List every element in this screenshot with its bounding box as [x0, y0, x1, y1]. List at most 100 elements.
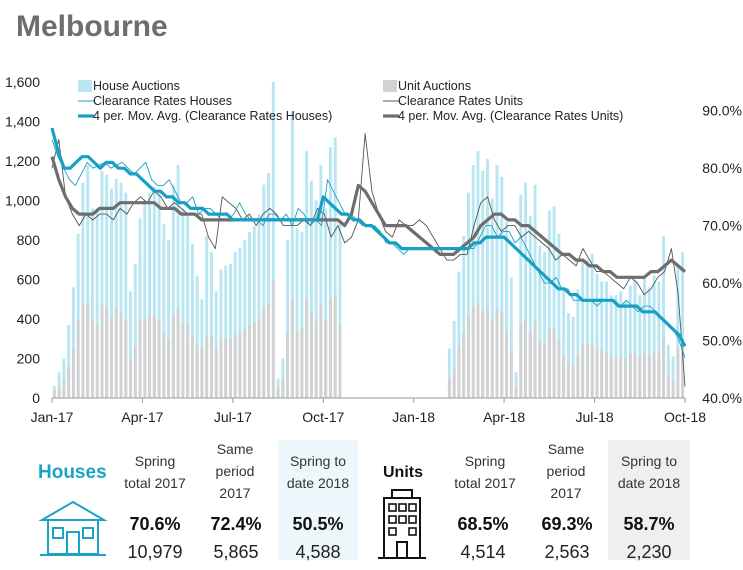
legend-house-auctions-swatch — [78, 80, 92, 92]
house-auction-bar — [676, 263, 680, 398]
units-header-to-date: Spring to date 2018 — [608, 450, 690, 494]
unit-auction-bar — [300, 326, 304, 398]
unit-auction-bar — [600, 350, 604, 398]
header-line: date 2018 — [286, 475, 350, 491]
unit-auction-bar — [505, 330, 508, 398]
unit-auction-bar — [452, 368, 456, 399]
house-auction-bar — [466, 192, 470, 398]
x-tick-label: Apr-18 — [483, 409, 525, 425]
legend-clearance-houses-label: Clearance Rates Houses — [93, 94, 232, 108]
house-auction-bar — [524, 182, 528, 398]
legend-mavg-houses-label: 4 per. Mov. Avg. (Clearance Rates Houses… — [93, 109, 332, 123]
unit-auction-bar — [190, 336, 194, 398]
unit-auction-bar — [124, 320, 128, 398]
house-auction-bar — [333, 137, 337, 399]
house-auction-bar — [209, 251, 213, 398]
unit-auction-bar — [609, 356, 613, 398]
house-auction-bar — [495, 164, 499, 398]
house-auction-bar — [581, 261, 585, 398]
house-auction-bar — [628, 285, 632, 398]
unit-auction-bar — [152, 315, 156, 398]
house-auction-bar — [552, 206, 556, 398]
house-auction-bar — [657, 281, 661, 398]
house-auction-bar — [171, 184, 175, 398]
house-auction-bar — [286, 240, 290, 398]
house-auction-bar — [290, 111, 294, 399]
house-auction-bar — [271, 82, 275, 398]
house-auction-bar — [148, 192, 152, 398]
house-auction-bar — [57, 372, 61, 398]
unit-auction-bar — [71, 348, 75, 399]
unit-auction-bar — [585, 344, 589, 398]
house-auction-bar — [662, 236, 666, 398]
house-auction-bar — [300, 232, 304, 398]
unit-auction-bar — [324, 319, 328, 398]
house-auction-bar — [324, 208, 328, 398]
header-line: date 2018 — [617, 475, 681, 491]
unit-auction-bar — [466, 317, 470, 398]
unit-auction-bar — [205, 334, 209, 398]
house-auction-bar — [167, 240, 171, 398]
house-auction-bar — [205, 236, 209, 398]
y-left-tick-label: 1,400 — [5, 114, 40, 130]
unit-auction-bar — [233, 334, 237, 398]
header-line: Spring — [134, 453, 176, 469]
moving-avg-units-line — [50, 156, 687, 279]
legend-mavg-units-label: 4 per. Mov. Avg. (Clearance Rates Units) — [398, 109, 623, 123]
house-auction-bar — [238, 247, 242, 398]
house-auction-bar — [533, 184, 537, 398]
y-left-tick-label: 1,000 — [5, 193, 40, 209]
house-auction-bar — [328, 147, 332, 398]
y-left-tick-label: 0 — [32, 390, 40, 406]
house-auction-bar — [486, 159, 489, 398]
unit-auction-bar — [524, 319, 528, 398]
unit-auction-bar — [519, 322, 523, 398]
house-auction-bar — [124, 192, 128, 398]
unit-auction-bar — [262, 309, 266, 399]
header-line: total 2017 — [124, 475, 186, 491]
unit-auction-bar — [543, 342, 547, 398]
house-auction-bar — [447, 348, 451, 399]
unit-auction-bar — [471, 307, 475, 398]
house-auction-bar — [562, 287, 566, 398]
house-auction-bar — [538, 245, 542, 398]
unit-auction-bar — [481, 311, 485, 398]
house-auction-bar — [176, 164, 180, 398]
unit-auction-bar — [314, 320, 318, 398]
house-auction-bar — [590, 253, 594, 398]
unit-auction-bar — [95, 324, 99, 398]
y-right-tick-label: 70.0% — [702, 218, 742, 234]
x-tick-label: Oct-18 — [664, 409, 706, 425]
house-auction-bar — [190, 243, 194, 398]
unit-auction-bar — [581, 344, 585, 398]
house-auction-bar — [119, 182, 123, 398]
units-label: Units — [383, 464, 423, 481]
house-auction-bar — [647, 287, 651, 398]
x-tick-label: Oct-17 — [302, 409, 344, 425]
y-left-tick-label: 400 — [17, 311, 41, 327]
clearance-rate-houses-line — [51, 139, 686, 358]
clearance-rate-units-line — [51, 133, 686, 387]
unit-auction-bar — [133, 346, 137, 398]
house-auction-bar — [186, 216, 190, 398]
unit-auction-bar — [219, 338, 223, 398]
house-auction-bar — [86, 164, 90, 398]
units-count-same-period: 2,563 — [544, 542, 590, 562]
house-auction-bar — [543, 251, 547, 398]
house-auction-bar — [314, 200, 318, 398]
house-auction-bar — [157, 192, 161, 398]
house-auction-bar — [319, 164, 323, 398]
house-auction-bar — [566, 313, 570, 398]
houses-count-spring-2017: 10,979 — [127, 542, 183, 562]
house-auction-bar — [547, 210, 551, 399]
units-header-same-period: Same period 2017 — [526, 438, 606, 504]
house-auction-bar — [619, 291, 623, 398]
unit-auction-bar — [143, 319, 147, 398]
y-right-tick-label: 80.0% — [702, 160, 742, 176]
unit-auction-bar — [271, 279, 275, 398]
house-auction-bar — [71, 287, 75, 398]
unit-auction-bar — [105, 307, 109, 398]
header-line: Spring to — [620, 453, 678, 469]
house-auction-bar — [62, 358, 66, 398]
unit-auction-bar — [295, 330, 299, 398]
